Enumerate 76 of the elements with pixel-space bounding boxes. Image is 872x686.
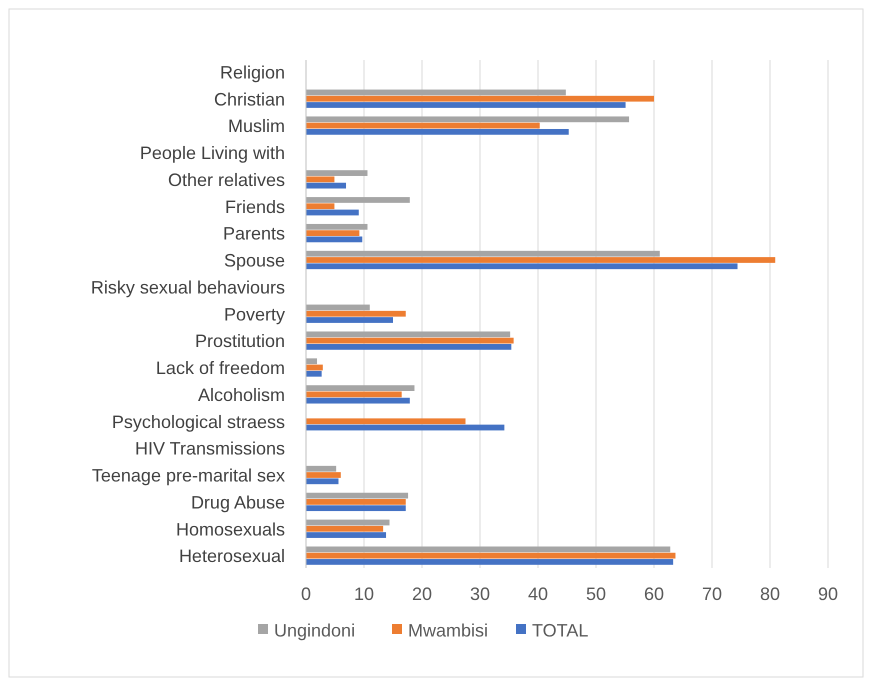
bar [306, 122, 540, 128]
y-tick-label: Poverty [224, 304, 285, 324]
y-tick-label: Religion [220, 62, 285, 82]
bar [306, 478, 338, 484]
bar [306, 344, 512, 350]
bar [306, 176, 334, 182]
bar [306, 392, 402, 398]
x-tick-label: 20 [412, 584, 432, 604]
bar [306, 331, 510, 338]
bar [306, 236, 362, 242]
bar [306, 424, 504, 430]
y-tick-label: Drug Abuse [190, 492, 285, 512]
y-tick-label: Prostitution [194, 331, 285, 352]
bar [306, 128, 569, 135]
bar [306, 203, 334, 210]
bar [306, 370, 322, 377]
bar [306, 418, 466, 424]
y-tick-label: People Living with [140, 143, 285, 164]
legend-label: Mwambisi [408, 620, 488, 640]
bar [306, 338, 514, 344]
bar [306, 559, 674, 565]
bar [306, 182, 346, 189]
y-tick-label: Teenage pre-marital sex [92, 466, 285, 486]
y-tick-label: Friends [224, 196, 285, 217]
bar [306, 546, 670, 552]
bar [306, 250, 660, 257]
bar [306, 358, 318, 364]
legend-label: TOTAL [532, 620, 588, 640]
bar [306, 552, 676, 559]
bar [306, 532, 386, 538]
x-tick-label: 90 [818, 584, 838, 604]
bar [306, 472, 341, 478]
y-tick-label: Christian [214, 89, 285, 110]
x-tick-label: 10 [354, 584, 374, 604]
bar [306, 263, 738, 270]
bar [306, 505, 406, 512]
bar [306, 466, 336, 472]
bar [306, 197, 410, 203]
y-tick-label: Other relatives [168, 170, 285, 190]
bar [306, 170, 368, 176]
bar [306, 492, 408, 499]
bar [306, 310, 406, 317]
y-tick-label: Parents [222, 224, 285, 244]
y-tick-label: Psychological straess [112, 412, 285, 432]
bar [306, 317, 393, 323]
bar [306, 116, 630, 122]
bar [306, 224, 368, 230]
y-tick-label: Risky sexual behaviours [90, 277, 285, 298]
x-tick-label: 0 [300, 584, 312, 604]
x-tick-label: 70 [702, 584, 722, 604]
y-tick-label: HIV Transmissions [134, 438, 285, 459]
bar [306, 520, 390, 526]
legend-label: Ungindoni [274, 620, 356, 640]
bar [306, 96, 654, 102]
y-tick-label: Heterosexual [178, 546, 285, 566]
bar [306, 257, 776, 263]
bar [306, 90, 566, 96]
x-tick-label: 30 [470, 584, 490, 604]
bar [306, 385, 414, 391]
bar [306, 499, 406, 505]
x-tick-label: 60 [644, 584, 664, 604]
y-tick-label: Alcoholism [198, 384, 285, 405]
bar [306, 230, 360, 236]
y-tick-label: Muslim [228, 116, 285, 136]
bar [306, 398, 410, 404]
bar [306, 364, 323, 370]
x-tick-label: 50 [586, 584, 606, 604]
y-tick-label: Spouse [224, 250, 285, 271]
y-tick-label: Lack of freedom [156, 358, 285, 378]
y-tick-label: Homosexuals [176, 519, 285, 540]
bar [306, 304, 370, 310]
bar [306, 102, 626, 108]
x-tick-label: 40 [528, 584, 548, 604]
bar [306, 526, 384, 532]
bar [306, 210, 359, 216]
x-tick-label: 80 [760, 584, 780, 604]
